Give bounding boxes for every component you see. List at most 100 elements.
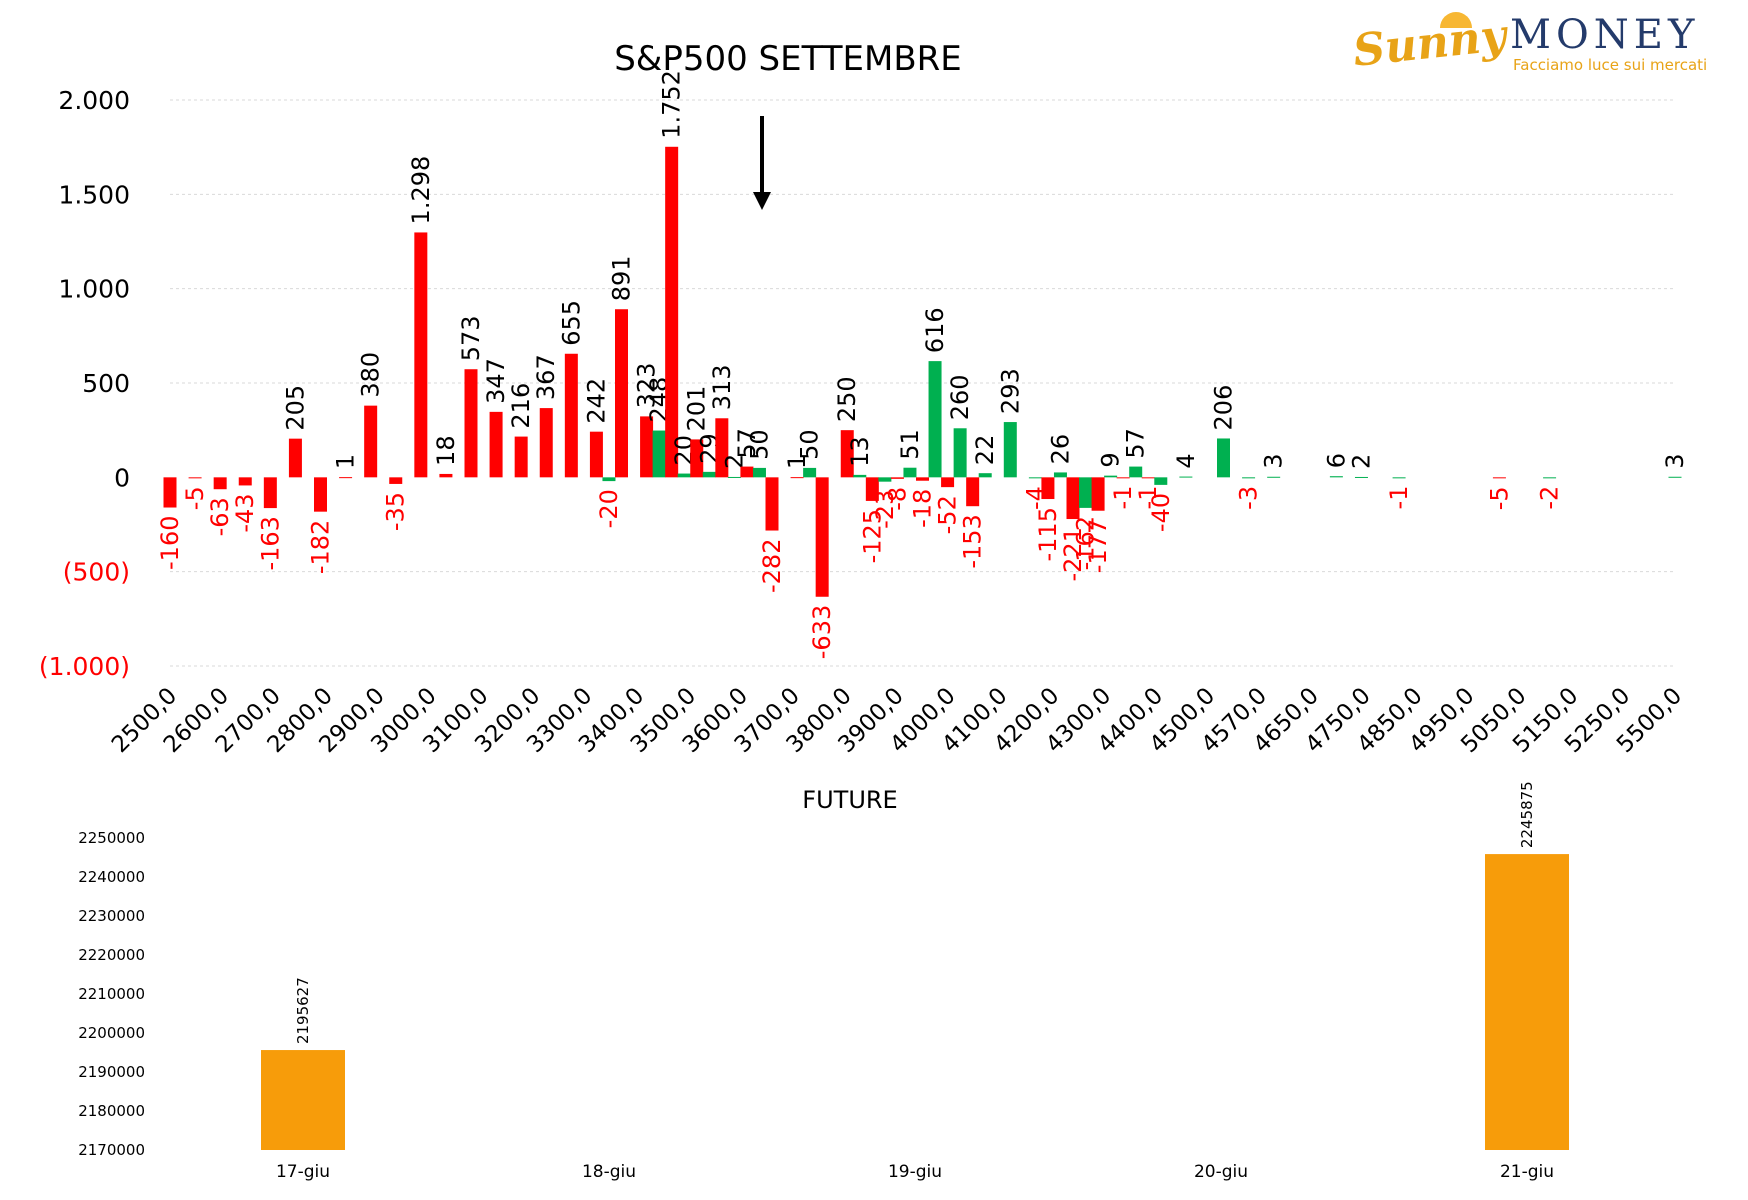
bar <box>602 477 616 482</box>
bar <box>539 408 553 478</box>
bar <box>966 477 980 507</box>
future-y-tick-label: 2230000 <box>78 907 145 925</box>
future-y-tick-label: 2170000 <box>78 1141 145 1159</box>
future-bar <box>261 1050 345 1150</box>
bar <box>1492 477 1506 479</box>
bar <box>941 477 955 488</box>
future-y-tick-label: 2220000 <box>78 946 145 964</box>
future-y-tick-label: 2210000 <box>78 985 145 1003</box>
bar-data-label: 50 <box>745 429 773 460</box>
y-tick-label: (500) <box>63 558 130 587</box>
bar-data-label: 616 <box>921 307 949 353</box>
bar-data-label: 293 <box>996 368 1024 414</box>
bar-data-label: -8 <box>883 487 911 511</box>
bar-data-label: 3 <box>1661 453 1689 468</box>
bar <box>1179 476 1193 478</box>
bar <box>1116 477 1130 479</box>
chart-title: S&P500 SETTEMBRE <box>614 39 962 79</box>
bar-data-label: -125 <box>858 509 886 563</box>
bar <box>514 436 528 478</box>
future-x-tick-label: 18-giu <box>582 1162 636 1182</box>
future-x-tick-label: 21-giu <box>1500 1162 1554 1182</box>
bar <box>928 361 942 478</box>
bar-data-label: -162 <box>1072 516 1100 570</box>
bar <box>690 439 704 478</box>
bar-data-label: 57 <box>1122 428 1150 459</box>
bar <box>1028 477 1042 479</box>
sun-icon <box>1440 12 1472 28</box>
sunny-money-logo: Sunny MONEY Facciamo luce sui mercati <box>1345 10 1735 82</box>
bar <box>314 477 327 512</box>
bar-data-label: -163 <box>256 516 284 570</box>
bar <box>916 477 929 481</box>
bar-data-label: 201 <box>683 386 711 432</box>
bar <box>978 473 992 478</box>
logo-sunny-text: Sunny <box>1350 10 1509 77</box>
bar-data-label: 2 <box>1347 454 1375 469</box>
bar-data-label: 216 <box>507 383 535 429</box>
bar-data-label: 655 <box>557 300 585 346</box>
bar <box>1217 438 1230 478</box>
bar <box>1242 477 1256 479</box>
bar-data-label: 205 <box>281 385 309 431</box>
bar-data-label: 4 <box>1172 453 1200 468</box>
bar-data-label: -1 <box>1134 486 1162 510</box>
bar <box>1091 477 1105 511</box>
bar-data-label: -1 <box>1109 486 1137 510</box>
bar <box>815 477 829 597</box>
bar <box>439 473 453 478</box>
bar <box>288 438 302 478</box>
bar <box>1079 477 1093 508</box>
bar <box>1141 477 1155 479</box>
bar <box>840 430 854 478</box>
bar <box>1041 477 1055 500</box>
bar-data-label: -23 <box>871 490 899 529</box>
bar <box>1329 476 1343 478</box>
bar <box>615 309 628 478</box>
bar <box>790 477 804 479</box>
bar-data-label: -1 <box>1385 486 1413 510</box>
bar-data-label: 206 <box>1210 385 1238 431</box>
bar <box>865 477 879 501</box>
future-x-tick-label: 17-giu <box>276 1162 330 1182</box>
bar <box>263 477 277 509</box>
bar-data-label: 13 <box>846 436 874 467</box>
sp500-options-chart: S&P500 SETTEMBRE 2.000 1.500 1.000 500 0 (500)… <box>39 39 1689 758</box>
bar <box>740 466 754 478</box>
y-tick-label: 500 <box>82 369 130 398</box>
bar-data-label: -5 <box>181 486 209 510</box>
bar-data-label: -221 <box>1059 527 1087 581</box>
bar-data-label: 380 <box>357 352 385 398</box>
bar-data-label: -177 <box>1084 519 1112 573</box>
future-x-tick-label: 20-giu <box>1194 1162 1248 1182</box>
bar <box>702 471 716 478</box>
bar-data-label: -282 <box>758 539 786 593</box>
bar-data-label: 1 <box>783 454 811 469</box>
future-x-tick-label: 19-giu <box>888 1162 942 1182</box>
bar <box>1003 422 1017 478</box>
future-y-tick-label: 2200000 <box>78 1024 145 1042</box>
bar <box>715 418 729 478</box>
bar <box>1543 477 1557 479</box>
bar <box>1154 477 1168 485</box>
bar <box>665 146 679 478</box>
bar <box>213 477 227 490</box>
bar <box>640 416 654 478</box>
bar-data-label: 260 <box>946 374 974 420</box>
future-y-tick-label: 2190000 <box>78 1063 145 1081</box>
bar <box>1668 476 1682 478</box>
bar-data-label: -3 <box>1235 486 1263 510</box>
y-tick-label: 0 <box>114 463 130 492</box>
bar-data-label: -40 <box>1147 493 1175 532</box>
bar-data-label: -115 <box>1034 507 1062 561</box>
future-bar <box>1485 854 1569 1150</box>
bar-data-label: 9 <box>1097 452 1125 467</box>
bar-data-label: 1.752 <box>658 70 686 139</box>
logo-tagline: Facciamo luce sui mercati <box>1513 56 1708 74</box>
bar-data-label: 26 <box>1046 434 1074 465</box>
bar <box>489 411 503 478</box>
bar-data-label: 323 <box>633 363 661 409</box>
bar-data-label: -63 <box>206 497 234 536</box>
bar <box>414 232 428 478</box>
bar-data-label: 2 <box>720 454 748 469</box>
